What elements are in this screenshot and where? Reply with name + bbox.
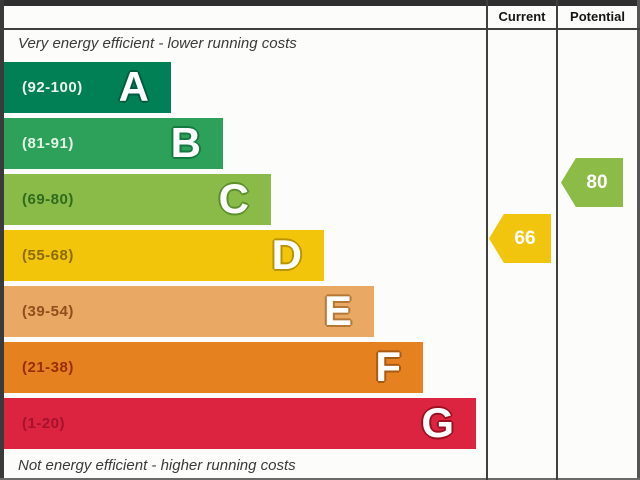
chart-bottom-border — [0, 478, 640, 480]
band-g: (1-20) G — [4, 398, 476, 449]
band-letter: D — [271, 230, 302, 278]
band-b: (81-91) B — [4, 118, 223, 169]
potential-rating-arrow: 80 — [561, 158, 623, 207]
band-letter: C — [218, 174, 249, 222]
band-e: (39-54) E — [4, 286, 374, 337]
band-range-label: (81-91) — [22, 135, 74, 152]
band-letter: G — [421, 398, 454, 446]
potential-column-header: Potential — [570, 9, 625, 24]
current-column-header: Current — [498, 9, 546, 24]
band-f: (21-38) F — [4, 342, 423, 393]
band-range-label: (39-54) — [22, 303, 74, 320]
band-range-label: (55-68) — [22, 247, 74, 264]
chart-top-border — [0, 0, 640, 6]
band-range-label: (69-80) — [22, 191, 74, 208]
potential-column-divider — [556, 0, 558, 480]
band-range-label: (21-38) — [22, 359, 74, 376]
band-range-label: (1-20) — [22, 415, 66, 432]
band-letter: E — [323, 286, 352, 334]
band-letter: F — [375, 342, 401, 390]
band-letter: B — [170, 118, 201, 166]
current-rating-value: 66 — [514, 227, 536, 249]
top-caption: Very energy efficient - lower running co… — [18, 35, 297, 52]
band-d: (55-68) D — [4, 230, 324, 281]
chart-left-border — [0, 0, 4, 480]
current-column-divider — [486, 0, 488, 480]
header-divider — [0, 28, 640, 30]
potential-rating-value: 80 — [586, 171, 608, 193]
band-c: (69-80) C — [4, 174, 271, 225]
bottom-caption: Not energy efficient - higher running co… — [18, 457, 296, 474]
current-rating-arrow: 66 — [489, 214, 551, 263]
band-a: (92-100) A — [4, 62, 171, 113]
chart-right-border — [637, 0, 640, 480]
band-range-label: (92-100) — [22, 79, 83, 96]
band-letter: A — [118, 62, 149, 110]
